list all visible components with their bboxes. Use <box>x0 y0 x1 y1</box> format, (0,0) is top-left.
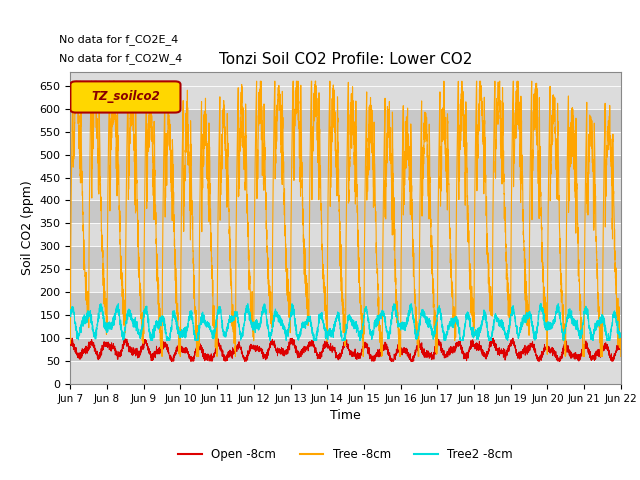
Open -8cm <box>166 353 173 359</box>
Bar <box>70 108 621 132</box>
Open -8cm <box>500 352 508 358</box>
Open -8cm <box>68 335 76 341</box>
Open -8cm <box>439 346 447 352</box>
Tree2 -8cm <box>616 330 624 336</box>
Bar <box>70 201 621 223</box>
Title: Tonzi Soil CO2 Profile: Lower CO2: Tonzi Soil CO2 Profile: Lower CO2 <box>219 52 472 67</box>
Tree2 -8cm <box>469 324 477 330</box>
Line: Open -8cm: Open -8cm <box>70 338 621 361</box>
Tree2 -8cm <box>617 333 625 339</box>
Tree -8cm <box>439 105 447 111</box>
Tree2 -8cm <box>147 337 155 343</box>
Tree2 -8cm <box>500 325 508 331</box>
Y-axis label: Soil CO2 (ppm): Soil CO2 (ppm) <box>21 180 34 276</box>
Bar <box>70 292 621 315</box>
Bar <box>70 315 621 338</box>
Bar <box>70 338 621 361</box>
Text: No data for f_CO2E_4: No data for f_CO2E_4 <box>60 35 179 46</box>
Open -8cm <box>67 343 74 348</box>
Tree -8cm <box>69 78 77 84</box>
Bar <box>70 155 621 178</box>
FancyBboxPatch shape <box>70 82 180 112</box>
Tree2 -8cm <box>97 301 105 307</box>
Tree -8cm <box>166 117 173 122</box>
X-axis label: Time: Time <box>330 409 361 422</box>
Open -8cm <box>617 345 625 351</box>
Text: TZ_soilco2: TZ_soilco2 <box>91 90 160 103</box>
Bar <box>70 132 621 155</box>
Tree2 -8cm <box>67 310 74 316</box>
Bar <box>70 269 621 292</box>
Open -8cm <box>616 343 624 349</box>
Bar <box>70 223 621 246</box>
Tree -8cm <box>325 111 333 117</box>
Tree2 -8cm <box>166 337 173 343</box>
Tree -8cm <box>500 216 508 222</box>
Tree2 -8cm <box>325 329 333 335</box>
Tree -8cm <box>616 341 624 347</box>
Line: Tree2 -8cm: Tree2 -8cm <box>70 304 621 340</box>
Line: Tree -8cm: Tree -8cm <box>70 81 621 357</box>
Open -8cm <box>469 341 477 347</box>
Bar <box>70 246 621 269</box>
Bar <box>70 361 621 384</box>
Tree -8cm <box>617 354 625 360</box>
Tree -8cm <box>67 340 74 346</box>
Legend: Open -8cm, Tree -8cm, Tree2 -8cm: Open -8cm, Tree -8cm, Tree2 -8cm <box>173 443 518 466</box>
Tree -8cm <box>469 304 477 310</box>
Open -8cm <box>325 345 333 350</box>
Bar <box>70 86 621 108</box>
Text: No data for f_CO2W_4: No data for f_CO2W_4 <box>60 53 182 64</box>
Tree -8cm <box>158 354 166 360</box>
Open -8cm <box>168 358 175 364</box>
Bar <box>70 178 621 201</box>
Tree2 -8cm <box>439 323 447 329</box>
